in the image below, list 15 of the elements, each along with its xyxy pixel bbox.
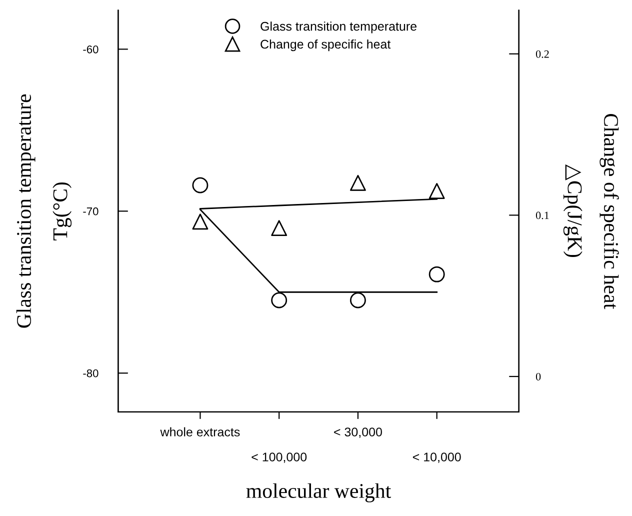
y2-axis-title: Change of specific heat △Cp(J/gK) <box>563 114 619 310</box>
x-tick-label: whole extracts <box>160 427 240 436</box>
y2-tick-label: 0.2 <box>536 50 549 58</box>
x-tick-label: < 10,000 <box>412 452 461 463</box>
y-tick-label: -60 <box>83 45 98 54</box>
legend-label: Change of specific heat <box>260 39 391 52</box>
y-tick-label: -80 <box>83 369 98 378</box>
y-tick-label: -70 <box>83 207 98 216</box>
legend-label: Glass transition temperature <box>260 22 416 34</box>
y2-tick-label: 0 <box>536 372 541 380</box>
x-tick-label: < 30,000 <box>334 428 382 438</box>
y-axis-title: Glass transition temperature Tg(°C) <box>16 94 72 328</box>
y2-tick-label: 0.1 <box>536 212 549 220</box>
x-axis-title: molecular weight <box>246 483 392 502</box>
x-tick-label: < 100,000 <box>252 452 307 463</box>
